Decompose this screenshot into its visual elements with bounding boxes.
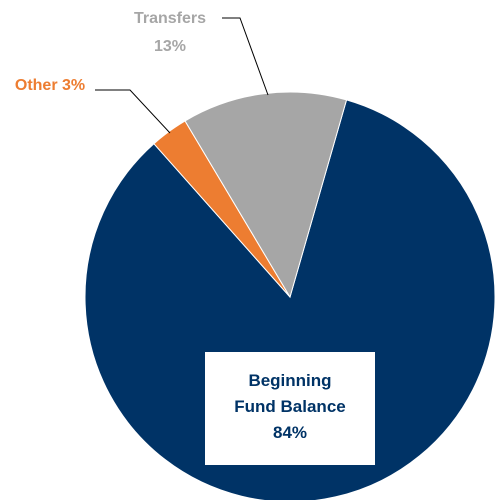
leader-line [222,17,269,96]
pie-slice [184,91,348,299]
value-label: 3% [62,77,85,94]
category-label: Other [15,77,58,94]
category-label: Transfers [134,10,206,27]
leader-line [95,89,171,134]
slice-label: Other 3% [15,77,85,94]
pie-slice [84,99,496,500]
category-label: Beginning Fund Balance [234,371,346,416]
slices [84,91,496,500]
value-label: 13% [154,38,186,55]
value-label: 84% [272,423,308,442]
slice-label: Beginning Fund Balance 84% [205,352,375,465]
